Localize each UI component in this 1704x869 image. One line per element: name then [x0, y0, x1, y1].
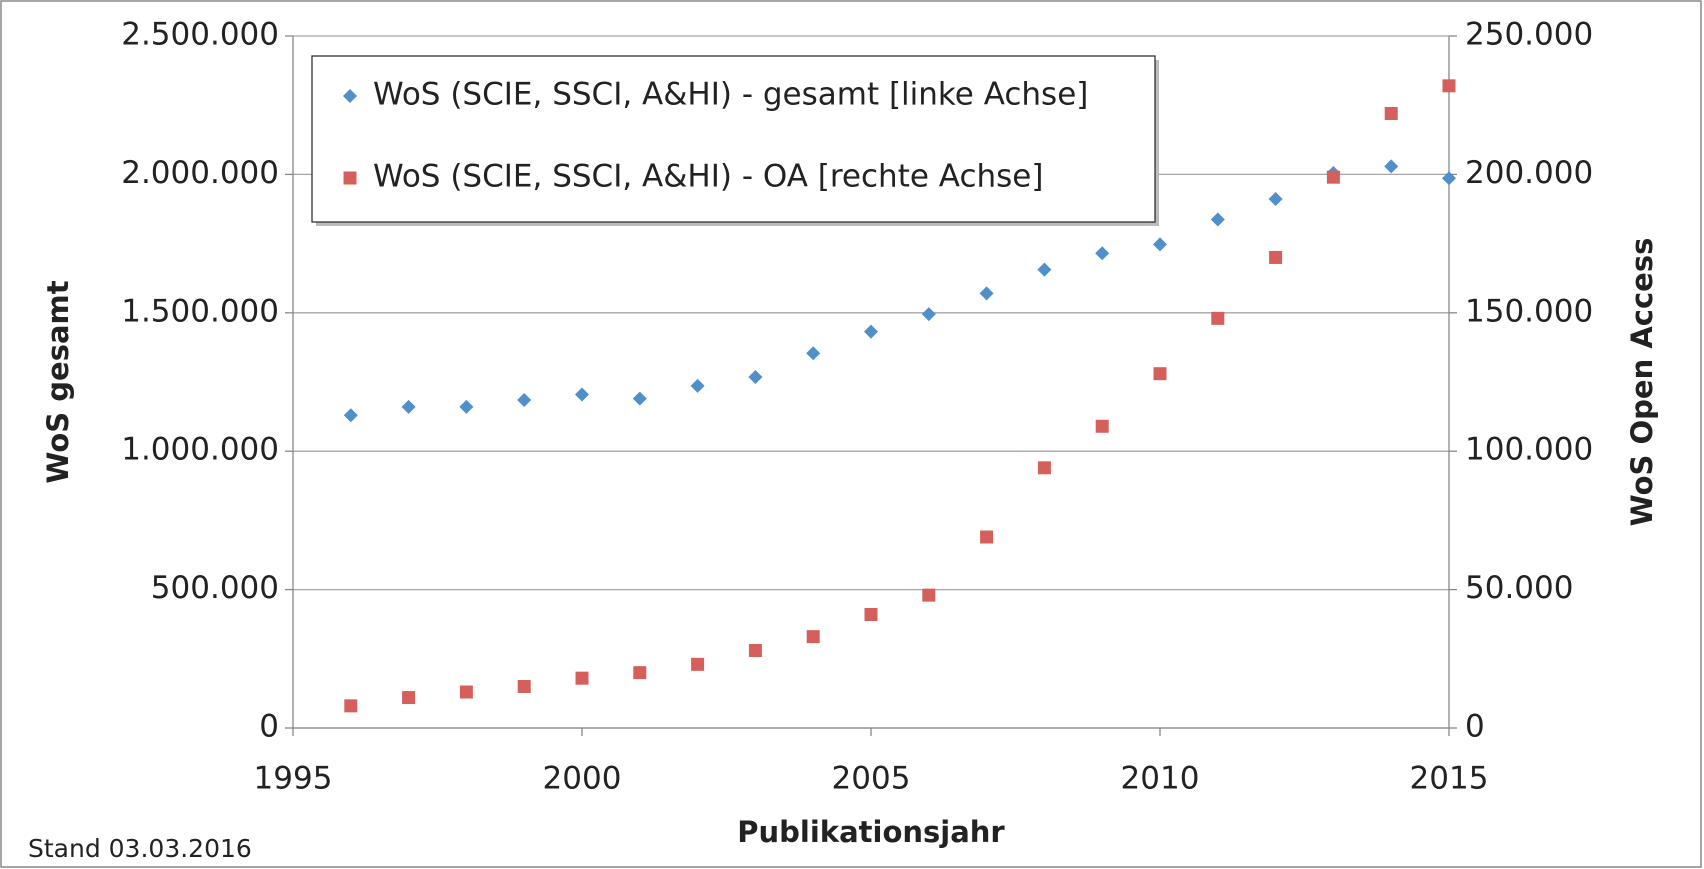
point — [921, 307, 936, 322]
point — [575, 671, 589, 685]
point — [864, 324, 878, 339]
point — [864, 608, 878, 622]
point — [1268, 192, 1283, 207]
point — [517, 679, 531, 693]
y-tick-label: 0 — [259, 709, 279, 745]
point — [1384, 107, 1398, 121]
point — [459, 685, 473, 699]
y2-tick-label: 50.000 — [1465, 570, 1573, 606]
point — [459, 399, 474, 414]
point — [401, 399, 416, 414]
point — [806, 346, 821, 361]
y-tick-label: 1.000.000 — [121, 432, 279, 468]
y-tick-label: 2.500.000 — [121, 17, 279, 53]
point — [343, 408, 358, 423]
legend-marker — [343, 171, 357, 185]
y-tick-label: 1.500.000 — [121, 293, 279, 329]
legend-label: WoS (SCIE, SSCI, A&HI) - OA [rechte Achs… — [373, 159, 1043, 195]
point — [1442, 79, 1456, 93]
point — [1095, 419, 1109, 433]
point — [1442, 171, 1456, 186]
legend — [311, 55, 1156, 223]
point — [1384, 159, 1399, 174]
point — [691, 657, 705, 671]
point — [575, 387, 589, 402]
point — [922, 588, 936, 602]
x-tick-label: 2000 — [543, 761, 622, 797]
x-axis-title: Publikationsjahr — [737, 815, 1005, 849]
point — [1037, 461, 1051, 475]
point — [979, 286, 994, 301]
y2-axis-title: WoS Open Access — [1625, 238, 1659, 527]
point — [806, 630, 820, 644]
y2-tick-label: 100.000 — [1465, 432, 1593, 468]
point — [690, 378, 705, 393]
point — [1153, 367, 1167, 381]
point — [1211, 311, 1225, 325]
annotation: Stand 03.03.2016 — [28, 834, 252, 863]
point — [633, 666, 647, 680]
x-tick-label: 1995 — [254, 761, 333, 797]
y-tick-label: 500.000 — [151, 570, 279, 606]
y-axis-title: WoS gesamt — [41, 280, 75, 483]
point — [402, 691, 416, 705]
point — [1153, 237, 1167, 252]
point — [748, 370, 763, 385]
point — [632, 391, 647, 406]
legend-marker — [343, 89, 357, 103]
legend-label: WoS (SCIE, SSCI, A&HI) - gesamt [linke A… — [373, 77, 1088, 113]
x-tick-label: 2005 — [832, 761, 911, 797]
point — [1326, 170, 1340, 184]
y2-tick-label: 150.000 — [1465, 293, 1593, 329]
x-tick-label: 2015 — [1410, 761, 1489, 797]
point — [1037, 262, 1052, 277]
point — [980, 530, 994, 544]
x-tick-label: 2010 — [1121, 761, 1200, 797]
point — [1210, 212, 1225, 227]
y2-tick-label: 250.000 — [1465, 17, 1593, 53]
point — [344, 699, 358, 713]
point — [748, 643, 762, 657]
point — [517, 392, 532, 407]
point — [1269, 250, 1283, 264]
y2-tick-label: 0 — [1465, 709, 1485, 745]
y2-tick-label: 200.000 — [1465, 155, 1593, 191]
y-tick-label: 2.000.000 — [121, 155, 279, 191]
point — [1095, 246, 1110, 261]
